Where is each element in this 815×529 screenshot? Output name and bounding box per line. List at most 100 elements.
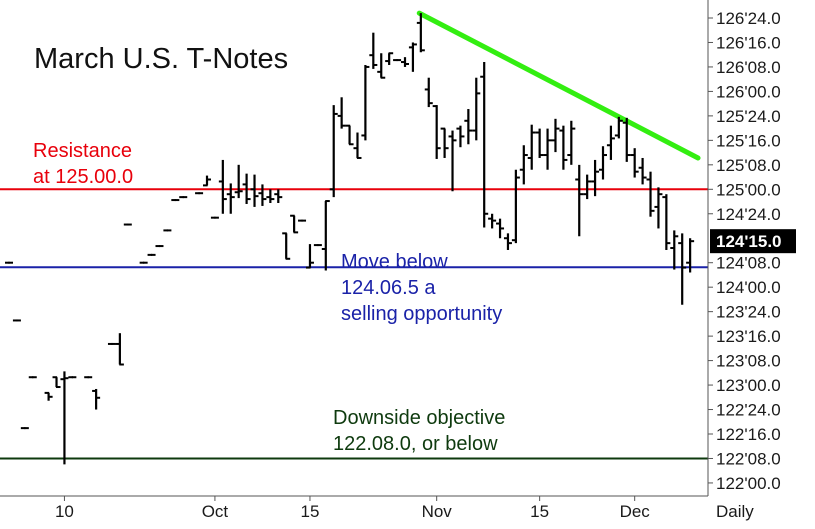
ohlc-bar (614, 116, 623, 139)
ohlc-bar (496, 218, 505, 239)
ohlc-bar (456, 125, 465, 148)
y-tick-label: 126'16.0 (716, 33, 781, 52)
ohlc-bar (353, 132, 362, 159)
y-tick-label: 124'24.0 (716, 205, 781, 224)
y-tick-label: 122'24.0 (716, 401, 781, 420)
ohlc-bar (203, 175, 211, 187)
y-tick-label: 125'24.0 (716, 107, 781, 126)
ohlc-bar (464, 109, 473, 145)
ohlc-bar (385, 52, 394, 65)
ohlc-bar (305, 244, 314, 269)
y-tick-label: 123'00.0 (716, 376, 781, 395)
price-bars (5, 13, 695, 465)
ohlc-bar (361, 64, 370, 141)
ohlc-bar (630, 148, 639, 178)
annotation-line: selling opportunity (341, 303, 502, 325)
y-tick-label: 123'16.0 (716, 327, 781, 346)
ohlc-bar (583, 174, 592, 200)
ohlc-bar (662, 194, 671, 250)
ohlc-bar (543, 128, 552, 170)
y-tick-label: 122'08.0 (716, 449, 781, 468)
ohlc-bar (686, 238, 695, 273)
y-tick-label: 126'24.0 (716, 9, 781, 28)
ohlc-bar (551, 118, 560, 153)
ohlc-bar (290, 214, 299, 234)
x-tick-label: Oct (202, 502, 229, 521)
annotations: Resistance at 125.00.0 Move below 124.06.5 … (33, 140, 505, 455)
ohlc-bar (321, 200, 330, 271)
y-tick-label: 124'08.0 (716, 254, 781, 273)
ohlc-bar (511, 169, 520, 244)
x-tick-label: 15 (300, 502, 319, 521)
ohlc-bar (115, 333, 124, 366)
ohlc-bar (432, 105, 441, 159)
ohlc-bar (424, 77, 433, 108)
ohlc-bar (622, 117, 631, 162)
y-tick-label: 126'08.0 (716, 58, 781, 77)
ohlc-bar (575, 164, 584, 237)
ohlc-bar (519, 145, 528, 185)
ohlc-bar (52, 376, 61, 389)
ohlc-bar (250, 174, 259, 207)
x-tick-label: Dec (620, 502, 651, 521)
horizontal-lines (0, 188, 708, 460)
annotation-line: at 125.00.0 (33, 166, 133, 188)
period-label: Daily (716, 502, 754, 521)
ohlc-bar (258, 184, 267, 206)
ohlc-bar (527, 124, 536, 170)
y-tick-label: 125'00.0 (716, 180, 781, 199)
ohlc-bar (567, 120, 576, 165)
ohlc-bar (591, 159, 600, 197)
y-tick-label: 123'24.0 (716, 303, 781, 322)
ohlc-bar (535, 128, 544, 158)
axes: 126'24.0 126'16.0 126'08.0 126'00.0 125'24.0… (0, 0, 796, 521)
ohlc-bar (226, 183, 235, 214)
last-price-marker (710, 229, 796, 254)
ohlc-bar (488, 213, 497, 229)
y-tick-label: 126'00.0 (716, 82, 781, 101)
y-tick-label: 125'08.0 (716, 156, 781, 175)
ohlc-bar (606, 125, 615, 160)
trendline-group (416, 10, 701, 161)
x-tick-label: 10 (55, 502, 74, 521)
annotation-objective: Downside objective 122.08.0, or below (333, 407, 505, 455)
x-tick-label: 15 (530, 502, 549, 521)
ohlc-bar (440, 127, 449, 158)
ohlc-bar (377, 53, 386, 79)
annotation-line: 122.08.0, or below (333, 433, 498, 455)
y-tick-label: 122'00.0 (716, 474, 781, 493)
ohlc-bar (60, 371, 69, 465)
ohlc-bar (337, 97, 346, 129)
x-tick-label: Nov (422, 502, 453, 521)
ohlc-bar (408, 42, 417, 72)
ohlc-bar (401, 57, 409, 67)
ohlc-bar (44, 391, 53, 401)
ohlc-bar (599, 146, 607, 180)
ohlc-bar (638, 157, 647, 185)
ohlc-bar (448, 130, 457, 192)
ohlc-bar (242, 173, 251, 204)
ohlc-bar (274, 189, 283, 203)
y-tick-label: 124'00.0 (716, 278, 781, 297)
annotation-line: Move below (341, 251, 448, 273)
ohlc-bar (266, 189, 275, 203)
annotation-line: Downside objective (333, 407, 505, 429)
y-tick-label: 123'08.0 (716, 352, 781, 371)
ohlc-bar (654, 187, 663, 229)
annotation-move-below: Move below 124.06.5 a selling opportunity (341, 251, 502, 325)
ohlc-bar (218, 159, 227, 214)
chart-title: March U.S. T-Notes (34, 43, 288, 75)
ohlc-bar (503, 233, 512, 250)
trendline (416, 10, 701, 161)
y-tick-label: 125'16.0 (716, 131, 781, 150)
ohlc-bar (234, 164, 243, 199)
ohlc-bar (646, 171, 655, 217)
last-price-label: 124'15.0 (716, 232, 782, 251)
ohlc-bar (678, 233, 687, 305)
ohlc-bar (92, 388, 101, 410)
text-layer: March U.S. T-Notes (34, 43, 288, 75)
annotation-line: Resistance (33, 140, 132, 162)
ohlc-bar (345, 124, 354, 146)
